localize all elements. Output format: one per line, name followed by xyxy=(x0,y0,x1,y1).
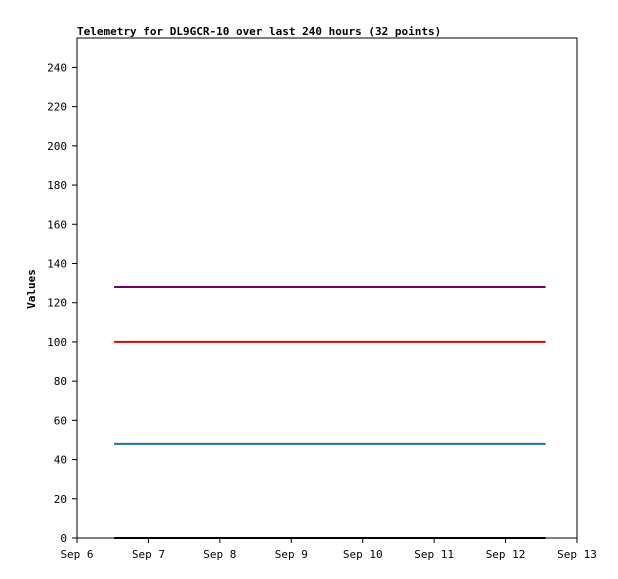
y-tick-label-2: 40 xyxy=(54,454,67,467)
y-tick-label-8: 160 xyxy=(47,218,67,231)
y-tick-label-7: 140 xyxy=(47,257,67,270)
y-axis-label: Values xyxy=(25,269,38,309)
x-tick-label-7: Sep 13 xyxy=(557,548,597,561)
series-layer xyxy=(114,286,546,539)
y-tick-label-10: 200 xyxy=(47,140,67,153)
y-tick-label-4: 80 xyxy=(54,375,67,388)
y-tick-label-3: 60 xyxy=(54,414,67,427)
x-axis: Sep 6 Sep 7 Sep 8 Sep 9 Sep 10 Sep 11 Sep 12 Se… xyxy=(60,538,597,561)
chart-title: Telemetry for DL9GCR-10 over last 240 ho… xyxy=(77,25,441,38)
x-tick-label-4: Sep 10 xyxy=(343,548,383,561)
y-tick-label-1: 20 xyxy=(54,493,67,506)
y-axis: 0 20 40 60 80 100 120 140 160 180 200 220 240 xyxy=(47,61,77,545)
y-tick-label-0: 0 xyxy=(60,532,67,545)
x-tick-label-0: Sep 6 xyxy=(60,548,93,561)
x-tick-label-3: Sep 9 xyxy=(275,548,308,561)
y-tick-label-9: 180 xyxy=(47,179,67,192)
y-tick-label-11: 220 xyxy=(47,101,67,114)
x-tick-label-6: Sep 12 xyxy=(486,548,526,561)
y-tick-label-6: 120 xyxy=(47,297,67,310)
x-tick-label-5: Sep 11 xyxy=(414,548,454,561)
y-tick-label-5: 100 xyxy=(47,336,67,349)
x-tick-label-1: Sep 7 xyxy=(132,548,165,561)
x-tick-label-2: Sep 8 xyxy=(203,548,236,561)
y-tick-label-12: 240 xyxy=(47,61,67,74)
